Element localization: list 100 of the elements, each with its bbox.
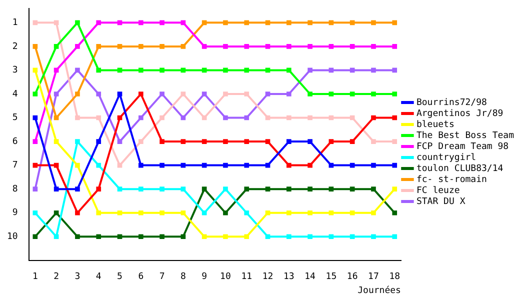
point (54, 234, 59, 240)
point (160, 20, 164, 26)
point (308, 92, 312, 96)
point (180, 234, 186, 240)
point (138, 139, 144, 144)
x-tick-label: 11 (241, 272, 252, 282)
point (202, 162, 207, 168)
point (265, 234, 270, 240)
point (328, 186, 334, 192)
point (244, 210, 250, 216)
point (180, 68, 186, 73)
point (202, 115, 207, 120)
point (32, 234, 38, 240)
point (286, 162, 292, 168)
point (117, 92, 122, 96)
point (350, 162, 355, 168)
point (244, 20, 250, 26)
legend-label: STAR DU X (416, 196, 466, 207)
point (180, 139, 186, 144)
y-tick-label: 2 (12, 42, 18, 52)
point (117, 115, 122, 120)
point (328, 115, 334, 120)
point (308, 68, 312, 73)
point (32, 162, 38, 168)
point (371, 115, 376, 120)
point (392, 234, 398, 240)
point (32, 44, 38, 49)
point (160, 68, 164, 73)
point (32, 210, 38, 216)
point (138, 162, 144, 168)
point (286, 115, 292, 120)
legend-label: Bourrins72/98 (416, 98, 487, 108)
point (265, 210, 270, 216)
point (54, 68, 59, 73)
x-tick-label: 18 (389, 272, 400, 282)
point (75, 234, 80, 240)
point (202, 92, 207, 96)
point (32, 20, 38, 26)
point (308, 139, 312, 144)
x-tick-label: 13 (283, 272, 294, 282)
point (328, 68, 334, 73)
point (117, 139, 122, 144)
point (96, 139, 102, 144)
point (244, 162, 250, 168)
point (138, 234, 144, 240)
legend-label: Argentinos Jr/89 (416, 108, 504, 119)
point (265, 115, 270, 120)
point (265, 68, 270, 73)
y-tick-label: 5 (12, 113, 18, 124)
point (223, 115, 228, 120)
point (371, 162, 376, 168)
point (350, 68, 355, 73)
point (223, 68, 228, 73)
x-tick-label: 7 (159, 272, 165, 282)
point (202, 234, 207, 240)
point (138, 92, 144, 96)
point (392, 44, 398, 49)
point (96, 210, 102, 216)
x-tick-label: 8 (180, 272, 186, 282)
point (32, 139, 38, 144)
point (117, 44, 122, 49)
legend-label: fc- st-romain (416, 174, 487, 185)
point (180, 115, 186, 120)
point (371, 44, 376, 49)
point (160, 162, 164, 168)
point (371, 186, 376, 192)
point (160, 186, 164, 192)
point (32, 68, 38, 73)
point (286, 186, 292, 192)
y-tick-label: 6 (12, 136, 18, 147)
point (244, 92, 250, 96)
point (180, 162, 186, 168)
point (392, 186, 398, 192)
point (75, 20, 80, 26)
point (265, 44, 270, 49)
point (202, 186, 207, 192)
point (244, 44, 250, 49)
y-tick-label: 10 (6, 232, 18, 242)
point (392, 115, 398, 120)
y-tick-label: 9 (12, 208, 18, 218)
point (223, 186, 228, 192)
point (392, 162, 398, 168)
point (160, 210, 164, 216)
point (223, 92, 228, 96)
point (350, 20, 355, 26)
point (286, 92, 292, 96)
point (371, 139, 376, 144)
point (328, 210, 334, 216)
point (392, 20, 398, 26)
point (328, 162, 334, 168)
point (350, 139, 355, 144)
point (117, 68, 122, 73)
point (180, 210, 186, 216)
point (350, 92, 355, 96)
point (265, 186, 270, 192)
point (223, 44, 228, 49)
x-tick-label: 6 (138, 272, 144, 282)
point (54, 186, 59, 192)
point (180, 186, 186, 192)
point (308, 162, 312, 168)
